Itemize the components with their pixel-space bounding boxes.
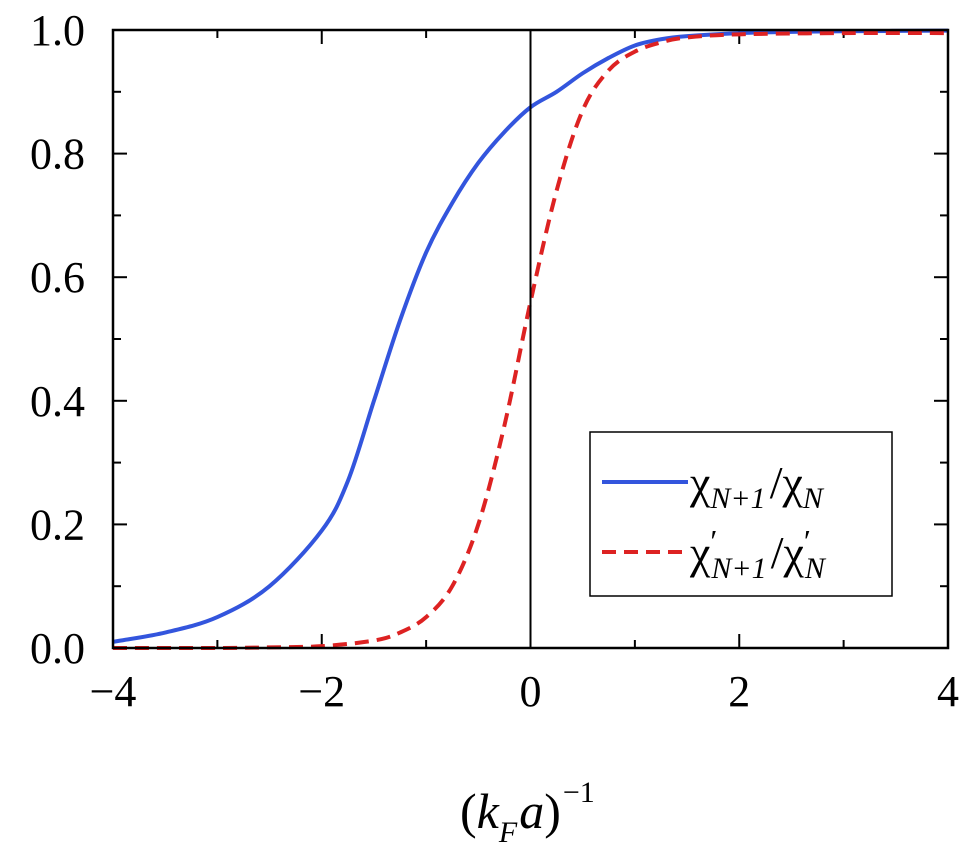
y-tick-label: 1.0 [30,6,85,55]
series-layer [112,28,949,651]
x-tick-label: −2 [298,667,345,716]
x-tick-label: 4 [937,667,959,716]
y-tick-label: 0.4 [30,377,85,426]
y-tick-label: 0.6 [30,253,85,302]
tick-labels: −4 −2 0 2 4 0.0 0.2 0.4 0.6 0.8 1.0 [30,6,959,716]
x-axis-title: (kFa)−1 [460,776,595,849]
legend-box [589,431,893,597]
legend-label-chi: χN+1/χN [689,457,825,515]
y-tick-label: 0.0 [30,624,85,673]
x-tick-label: −4 [90,667,137,716]
legend-label-chi-prime: χ′ N+1/χ′ N [689,523,827,585]
legend: χN+1/χN χ′ N+1/χ′ N [589,431,893,597]
x-tick-label: 0 [520,667,542,716]
y-tick-label: 0.8 [30,130,85,179]
y-tick-label: 0.2 [30,500,85,549]
x-tick-label: 2 [728,667,750,716]
